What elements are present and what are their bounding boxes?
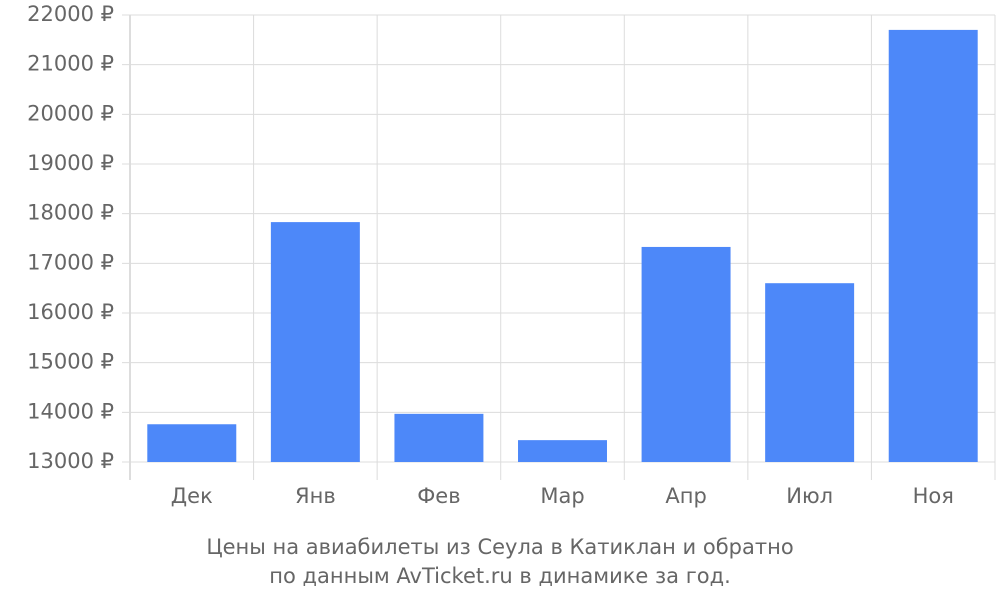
y-tick-label: 20000 ₽ [27, 101, 114, 125]
y-tick-label: 16000 ₽ [27, 300, 114, 324]
bar [394, 413, 484, 462]
x-tick-label: Фев [417, 484, 460, 508]
bar [270, 222, 360, 462]
y-tick-label: 18000 ₽ [27, 201, 114, 225]
y-tick-label: 13000 ₽ [27, 449, 114, 473]
bar [641, 246, 731, 462]
y-tick-label: 14000 ₽ [27, 399, 114, 423]
y-tick-label: 15000 ₽ [27, 350, 114, 374]
chart-title: по данным AvTicket.ru в динамике за год. [269, 564, 731, 588]
x-tick-label: Янв [295, 484, 336, 508]
y-tick-label: 21000 ₽ [27, 52, 114, 76]
x-tick-label: Дек [171, 484, 213, 508]
x-tick-label: Июл [786, 484, 833, 508]
bar [888, 29, 978, 463]
x-tick-label: Мар [540, 484, 584, 508]
y-tick-label: 22000 ₽ [27, 2, 114, 26]
x-tick-label: Ноя [913, 484, 954, 508]
bar [765, 283, 855, 462]
chart-title: Цены на авиабилеты из Сеула в Катиклан и… [206, 535, 793, 559]
x-tick-label: Апр [665, 484, 706, 508]
y-tick-label: 19000 ₽ [27, 151, 114, 175]
y-tick-label: 17000 ₽ [27, 250, 114, 274]
bar [518, 440, 607, 462]
bar [147, 424, 237, 462]
